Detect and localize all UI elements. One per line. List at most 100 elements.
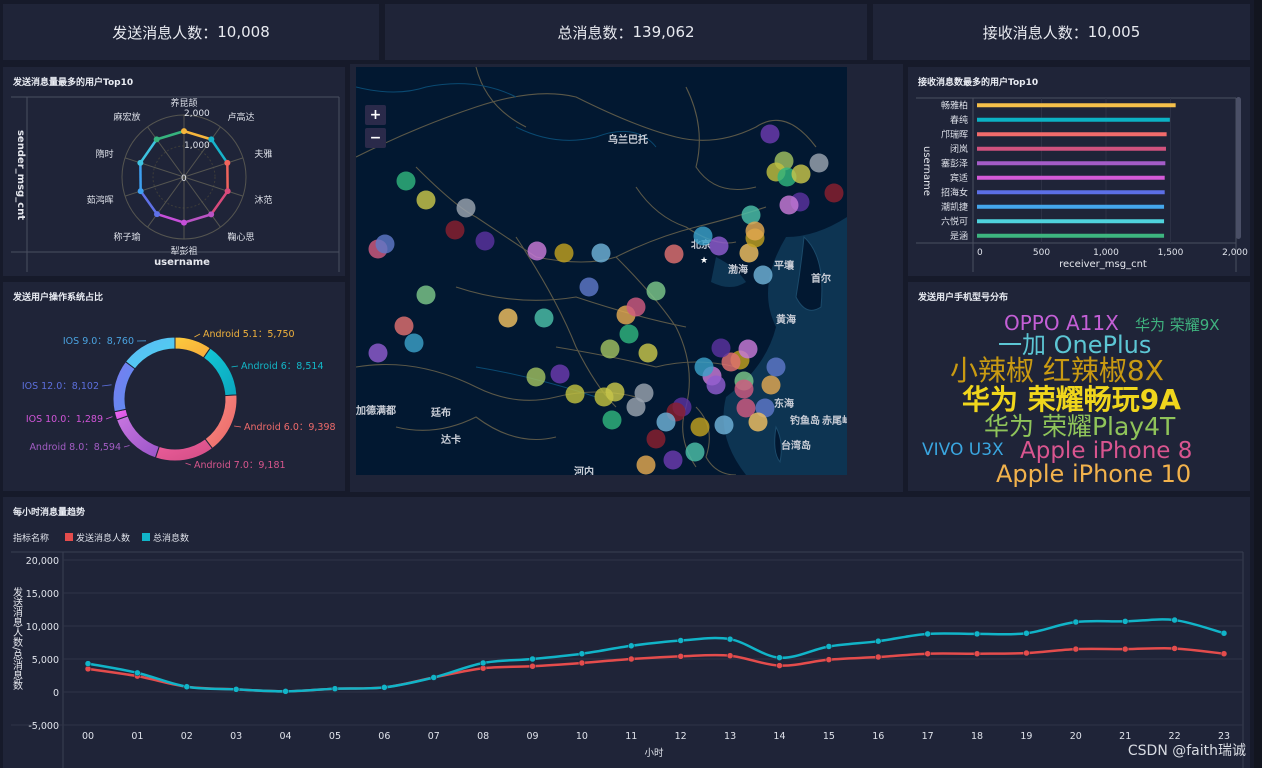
receiver-bar-panel: 接收消息数最多的用户Top10 0 500 1,000 1,500 2,000 recei… <box>908 67 1250 276</box>
province-border <box>635 186 737 244</box>
x-tick-label: 21 <box>1119 731 1131 742</box>
x-tick-label: 02 <box>181 731 193 742</box>
radar-category-label: 称子瑜 <box>113 231 140 243</box>
x-tick-label: 11 <box>625 731 637 742</box>
wordcloud-word: Apple iPhone 10 <box>996 460 1192 488</box>
radar-category-label: 夫雅 <box>254 148 272 160</box>
map-bubble <box>753 265 773 285</box>
radar-category-label: 茹鸿晖 <box>87 194 114 206</box>
series-point <box>875 637 882 645</box>
river <box>515 126 657 148</box>
series-point <box>726 635 734 643</box>
series-point <box>825 656 833 663</box>
china-map[interactable]: 乌兰巴托北京渤海平壤首尔黄海东海钓鱼岛赤尾屿台湾岛加德满都廷布达卡河内★ + − <box>356 67 847 475</box>
series-point <box>232 686 240 693</box>
bar-xlabel: receiver_msg_cnt <box>1059 259 1147 270</box>
radar-category-label: 犁彭祖 <box>170 245 197 257</box>
zoom-out-button[interactable]: − <box>365 128 386 148</box>
bar-ylabel: username <box>921 146 932 196</box>
wordcloud-word: VIVO U3X <box>922 440 1004 460</box>
map-bubble <box>663 450 683 470</box>
kpi-card-total-messages: 总消息数： 139,062 <box>385 4 867 60</box>
bar-category-label: 邝瑞晖 <box>941 128 968 140</box>
map-bubble <box>638 343 658 363</box>
pie-label: Android 8.0：8,594 <box>29 442 121 453</box>
province-border <box>356 363 637 401</box>
map-bubble <box>706 375 726 395</box>
x-tick-label: 00 <box>82 731 94 742</box>
y-tick-label: 20,000 <box>26 556 59 567</box>
x-tick-label: 12 <box>675 731 687 742</box>
map-bubble <box>738 339 758 359</box>
capital-star-icon: ★ <box>700 256 708 266</box>
wordcloud-word: 华为 荣耀畅玩9A <box>962 383 1181 416</box>
radar-point <box>137 159 144 166</box>
wordcloud-word: 一加 OnePlus <box>998 331 1152 359</box>
map-place-label: 东海 <box>774 397 794 410</box>
watermark: CSDN @faith瑞诚 <box>1127 743 1246 759</box>
bar-category-label: 闭岚 <box>950 143 968 155</box>
map-bubble <box>416 190 436 210</box>
map-bubble <box>809 153 829 173</box>
series-point <box>381 684 388 691</box>
radar-category-label: 卢高达 <box>227 111 254 123</box>
os-pie-panel: 发送用户操作系统占比 Android 5.1：5,750 Android 6：8,… <box>3 282 345 491</box>
series-point <box>1220 630 1228 637</box>
series-point <box>134 669 141 677</box>
kpi-card-receivers: 接收消息人数： 10,005 <box>873 4 1250 60</box>
x-tick-label: 0 <box>977 248 983 258</box>
series-point <box>628 655 635 663</box>
x-tick-label: 13 <box>724 731 736 742</box>
pie-slice <box>154 438 214 462</box>
bar-category-label: 畅雅柏 <box>941 99 968 111</box>
map-bubble <box>605 382 625 402</box>
x-tick-label: 19 <box>1020 731 1032 742</box>
map-bubble <box>690 417 710 437</box>
radar-spoke <box>183 157 244 178</box>
series-point <box>1121 645 1129 653</box>
pie-label: Android 7.0：9,181 <box>194 460 286 471</box>
panel-title: 发送用户手机型号分布 <box>918 293 1009 303</box>
map-bubble <box>741 205 761 225</box>
zoom-in-button[interactable]: + <box>365 105 386 125</box>
map-bubble <box>714 415 734 435</box>
map-bubble <box>755 398 775 418</box>
kpi-value: 10,008 <box>217 23 270 41</box>
kpi-label: 发送消息人数 <box>112 23 203 42</box>
korea-peninsula <box>795 235 823 311</box>
radar-tick: 0 <box>181 174 187 184</box>
kpi-value: 10,005 <box>1087 23 1141 41</box>
pie-label: Android 6：8,514 <box>241 361 324 372</box>
series-point <box>1023 630 1030 637</box>
radar-panel: 发送消息量最多的用户Top10 sender_msg_cnt username 养昆… <box>3 67 345 276</box>
bar-category-label: 招海女 <box>941 186 968 198</box>
map-bubble <box>791 164 811 184</box>
radar-spoke <box>183 176 244 197</box>
map-bubble <box>498 308 518 328</box>
map-bubble <box>736 398 756 418</box>
x-tick-label: 01 <box>131 731 143 742</box>
map-place-label: 平壤 <box>774 259 795 272</box>
map-canvas[interactable]: 乌兰巴托北京渤海平壤首尔黄海东海钓鱼岛赤尾屿台湾岛加德满都廷布达卡河内★ <box>356 67 847 475</box>
x-tick-label: 08 <box>477 731 489 742</box>
pie-label-line <box>194 333 201 338</box>
radar-point <box>181 128 187 135</box>
page-scrollbar-track[interactable] <box>1254 0 1262 768</box>
pie-label: Android 6.0：9,398 <box>244 422 336 433</box>
series-point <box>776 654 783 661</box>
map-bubble <box>579 277 599 297</box>
map-place-label: 黄海 <box>776 313 796 326</box>
series-point <box>776 662 783 669</box>
x-tick-label: 06 <box>378 731 390 742</box>
bar-category-label: 是涵 <box>950 231 968 242</box>
x-tick-label: 500 <box>1033 248 1050 258</box>
pie-label-line <box>101 384 112 387</box>
pie-label-line <box>105 416 113 420</box>
kpi-label: 总消息数 <box>557 23 618 42</box>
bar <box>977 219 1165 224</box>
chart-scrollbar[interactable] <box>1236 97 1241 239</box>
x-tick-label: 18 <box>971 731 983 742</box>
x-tick-label: 07 <box>428 731 440 742</box>
pie-slice <box>124 336 176 370</box>
